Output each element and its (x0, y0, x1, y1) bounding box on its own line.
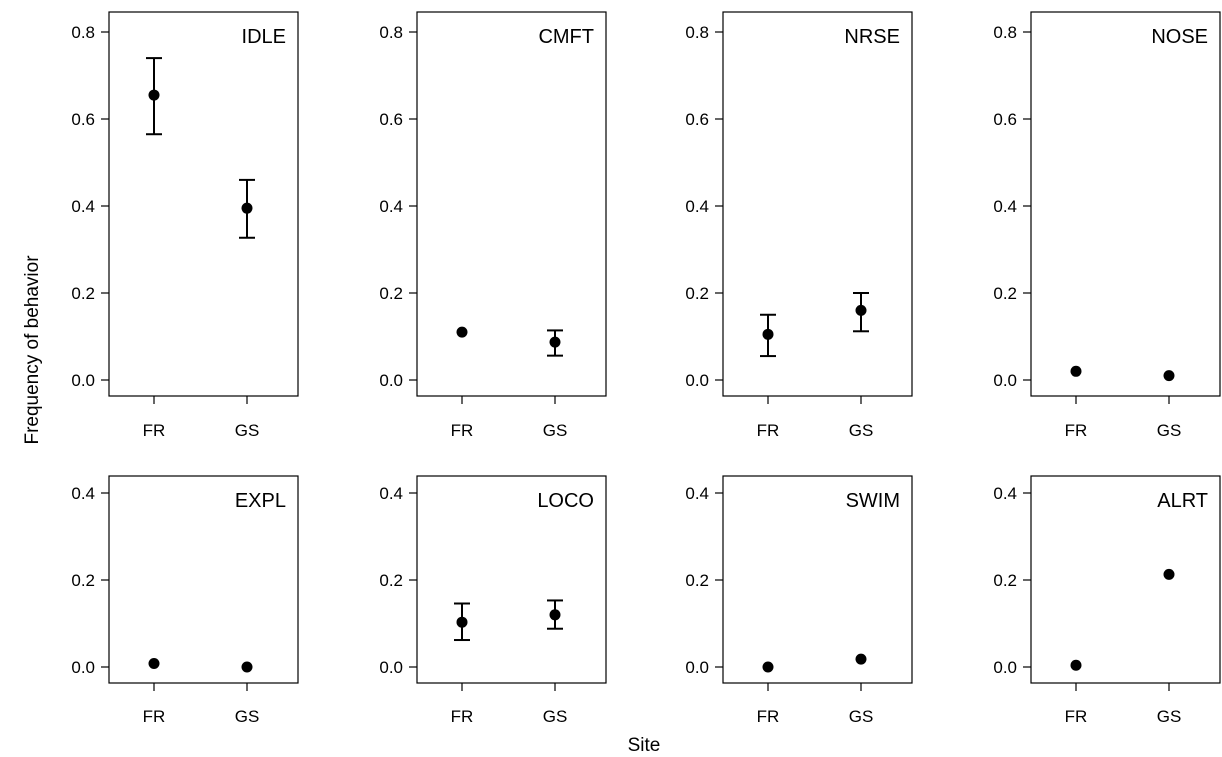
y-tick-label: 0.8 (993, 23, 1017, 42)
x-tick-label: FR (451, 707, 474, 726)
y-tick-label: 0.0 (685, 658, 709, 677)
panel-title: LOCO (537, 490, 594, 512)
x-tick-label: GS (235, 707, 260, 726)
y-tick-label: 0.2 (71, 284, 95, 303)
panel-expl: 0.0 0.2 0.4 FR GS EXPL (71, 475, 299, 726)
data-point-gs (549, 609, 561, 621)
panel-title: SWIM (846, 490, 900, 512)
y-tick-label: 0.6 (71, 110, 95, 129)
data-point-fr (148, 89, 160, 101)
x-tick-label: GS (235, 421, 260, 440)
panel-title: NOSE (1151, 26, 1208, 48)
y-tick-label: 0.2 (993, 284, 1017, 303)
y-tick-label: 0.4 (685, 197, 709, 216)
y-tick-label: 0.8 (379, 23, 403, 42)
panel-title: EXPL (235, 490, 286, 512)
data-point-gs (855, 653, 867, 665)
y-tick-label: 0.4 (993, 197, 1017, 216)
plot-frame (722, 11, 913, 397)
y-tick-label: 0.4 (379, 484, 403, 503)
y-tick-label: 0.0 (379, 371, 403, 390)
data-point-fr (762, 661, 774, 673)
y-tick-label: 0.2 (685, 284, 709, 303)
x-tick-label: GS (1157, 421, 1182, 440)
panel-loco: 0.0 0.2 0.4 FR GS LOCO (379, 475, 607, 726)
x-axis-title: Site (628, 735, 661, 756)
y-tick-label: 0.6 (379, 110, 403, 129)
y-tick-label: 0.4 (685, 484, 709, 503)
data-point-gs (549, 336, 561, 348)
y-tick-label: 0.2 (993, 571, 1017, 590)
data-point-gs (241, 661, 253, 673)
y-tick-label: 0.0 (993, 371, 1017, 390)
plot-frame (416, 11, 607, 397)
y-tick-label: 0.8 (685, 23, 709, 42)
y-tick-label: 0.6 (685, 110, 709, 129)
y-tick-label: 0.2 (379, 284, 403, 303)
y-tick-label: 0.2 (685, 571, 709, 590)
panel-cmft: 0.0 0.2 0.4 0.6 0.8 FR GS CMFT (379, 11, 607, 440)
x-tick-label: FR (143, 421, 166, 440)
y-tick-label: 0.0 (685, 371, 709, 390)
data-point-gs (241, 202, 253, 214)
x-tick-label: FR (451, 421, 474, 440)
y-tick-label: 0.6 (993, 110, 1017, 129)
panel-title: IDLE (242, 26, 286, 48)
x-tick-label: FR (143, 707, 166, 726)
y-tick-label: 0.8 (71, 23, 95, 42)
y-tick-label: 0.2 (71, 571, 95, 590)
data-point-gs (855, 304, 867, 316)
data-point-gs (1163, 568, 1175, 580)
plot-frame (108, 11, 299, 397)
x-tick-label: FR (1065, 707, 1088, 726)
y-tick-label: 0.4 (993, 484, 1017, 503)
panel-alrt: 0.0 0.2 0.4 FR GS ALRT (993, 475, 1221, 726)
y-tick-label: 0.2 (379, 571, 403, 590)
panel-nose: 0.0 0.2 0.4 0.6 0.8 FR GS NOSE (993, 11, 1221, 440)
y-axis-title: Frequency of behavior (22, 255, 43, 445)
data-point-fr (148, 658, 160, 670)
y-tick-label: 0.4 (71, 197, 95, 216)
panel-title: CMFT (538, 26, 594, 48)
data-point-fr (762, 328, 774, 340)
panel-title: ALRT (1157, 490, 1208, 512)
panel-nrse: 0.0 0.2 0.4 0.6 0.8 FR GS NRSE (685, 11, 913, 440)
x-tick-label: FR (1065, 421, 1088, 440)
panel-idle: 0.0 0.2 0.4 0.6 0.8 FR GS IDLE (71, 11, 299, 440)
plot-frame (1030, 11, 1221, 397)
x-tick-label: FR (757, 421, 780, 440)
panel-title: NRSE (844, 26, 900, 48)
y-tick-label: 0.0 (379, 658, 403, 677)
data-point-fr (456, 326, 468, 338)
panels: 0.0 0.2 0.4 0.6 0.8 FR GS IDLE 0.0 0.2 0.4 0.6 0.8 FR… (71, 11, 1221, 726)
x-tick-label: GS (543, 707, 568, 726)
x-tick-label: GS (543, 421, 568, 440)
data-point-fr (456, 616, 468, 628)
data-point-fr (1070, 659, 1082, 671)
x-tick-label: GS (1157, 707, 1182, 726)
y-tick-label: 0.0 (71, 371, 95, 390)
x-tick-label: GS (849, 421, 874, 440)
x-tick-label: FR (757, 707, 780, 726)
x-tick-label: GS (849, 707, 874, 726)
y-tick-label: 0.4 (379, 197, 403, 216)
y-tick-label: 0.0 (71, 658, 95, 677)
data-point-gs (1163, 370, 1175, 382)
data-point-fr (1070, 365, 1082, 377)
y-tick-label: 0.4 (71, 484, 95, 503)
y-tick-label: 0.0 (993, 658, 1017, 677)
panel-swim: 0.0 0.2 0.4 FR GS SWIM (685, 475, 913, 726)
